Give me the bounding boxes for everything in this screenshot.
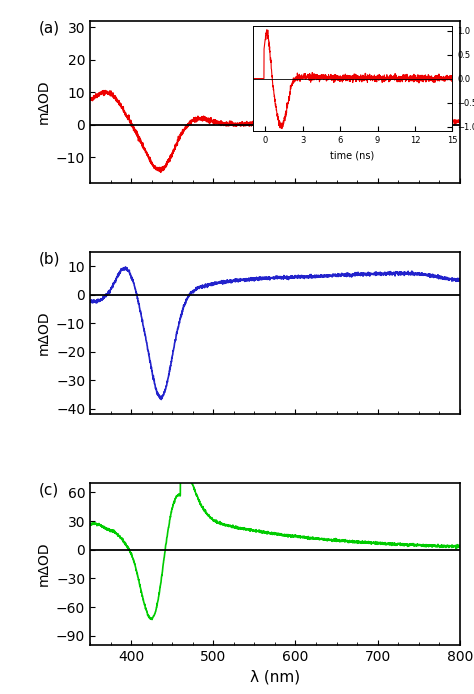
Text: (a): (a) bbox=[38, 21, 59, 36]
Text: (b): (b) bbox=[38, 252, 60, 266]
Y-axis label: mΔOD: mΔOD bbox=[36, 311, 50, 355]
Y-axis label: mΔOD: mΔOD bbox=[36, 80, 50, 124]
Y-axis label: mΔOD: mΔOD bbox=[36, 542, 50, 586]
Text: (c): (c) bbox=[38, 483, 59, 498]
X-axis label: λ (nm): λ (nm) bbox=[250, 670, 300, 685]
